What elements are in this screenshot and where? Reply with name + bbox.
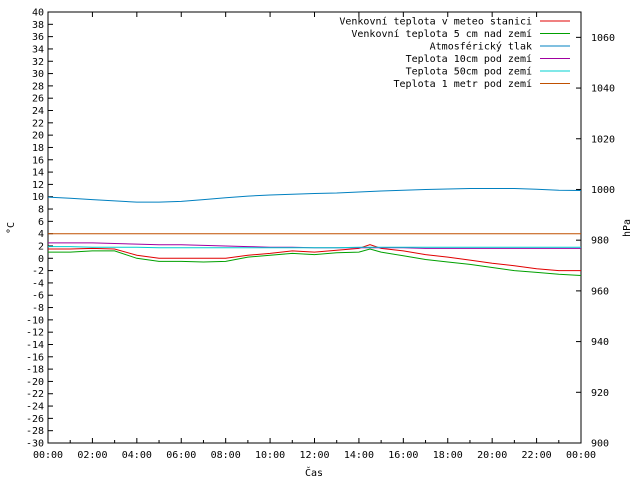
y-left-tick-label: -18 [26, 365, 44, 376]
legend: Venkovní teplota v meteo staniciVenkovní… [339, 16, 570, 90]
y-right-tick-label: 1040 [591, 84, 615, 95]
x-tick-label: 22:00 [522, 450, 552, 461]
y-left-tick-label: 28 [32, 81, 44, 92]
x-tick-label: 18:00 [433, 450, 463, 461]
y-left-tick-label: -30 [26, 439, 44, 450]
series-line-4 [48, 246, 581, 249]
y-left-tick-label: -8 [32, 303, 44, 314]
y-left-tick-label: 30 [32, 69, 44, 80]
y-right-tick-label: 960 [591, 286, 609, 297]
y-left-tick-label: -10 [26, 315, 44, 326]
series-group [47, 188, 582, 276]
y-axis-right-label: hPa [622, 219, 633, 237]
x-tick-label: 10:00 [255, 450, 285, 461]
y-left-tick-label: -20 [26, 377, 44, 388]
y-left-tick-label: 22 [32, 118, 44, 129]
y-right-tick-label: 900 [591, 439, 609, 450]
x-tick-label: 12:00 [299, 450, 329, 461]
y-left-tick-label: 32 [32, 57, 44, 68]
y-right-tick-label: 940 [591, 337, 609, 348]
y-left-tick-label: 26 [32, 94, 44, 105]
ticks: 4038363432302826242220181614121086420-2-… [26, 8, 615, 462]
y-left-tick-label: 6 [38, 217, 44, 228]
x-tick-label: 00:00 [566, 450, 596, 461]
y-right-tick-label: 1000 [591, 185, 615, 196]
y-right-tick-label: 1020 [591, 134, 615, 145]
x-tick-label: 14:00 [344, 450, 374, 461]
series-line-0 [48, 244, 581, 272]
x-tick-label: 04:00 [122, 450, 152, 461]
legend-label-0: Venkovní teplota v meteo stanici [339, 16, 532, 28]
y-left-tick-label: -6 [32, 291, 44, 302]
y-left-tick-label: 18 [32, 143, 44, 154]
x-axis-label: Čas [305, 466, 323, 479]
y-left-tick-label: 2 [38, 241, 44, 252]
y-left-tick-label: -26 [26, 414, 44, 425]
y-left-tick-label: 20 [32, 131, 44, 142]
x-tick-label: 08:00 [211, 450, 241, 461]
y-left-tick-label: -22 [26, 389, 44, 400]
y-right-tick-label: 1060 [591, 33, 615, 44]
y-left-tick-label: 36 [32, 32, 44, 43]
x-tick-label: 06:00 [166, 450, 196, 461]
y-left-tick-label: 8 [38, 205, 44, 216]
y-left-tick-label: 38 [32, 20, 44, 31]
y-left-tick-label: -28 [26, 426, 44, 437]
y-left-tick-label: -4 [32, 278, 44, 289]
legend-label-4: Teplota 50cm pod zemí [406, 66, 532, 78]
legend-label-3: Teplota 10cm pod zemí [406, 53, 532, 65]
y-axis-left-label: °C [6, 222, 17, 234]
y-left-tick-label: -16 [26, 352, 44, 363]
y-left-tick-label: 12 [32, 180, 44, 191]
y-left-tick-label: -14 [26, 340, 44, 351]
y-left-tick-label: 40 [32, 8, 44, 19]
y-left-tick-label: 16 [32, 155, 44, 166]
y-left-tick-label: 24 [32, 106, 44, 117]
legend-label-1: Venkovní teplota 5 cm nad zemí [351, 28, 532, 40]
y-left-tick-label: 10 [32, 192, 44, 203]
legend-label-2: Atmosférický tlak [430, 41, 532, 53]
series-line-1 [48, 248, 582, 276]
x-tick-label: 00:00 [33, 450, 63, 461]
y-left-tick-label: 14 [32, 168, 44, 179]
series-line-2 [47, 188, 582, 203]
y-right-tick-label: 980 [591, 236, 609, 247]
x-tick-label: 02:00 [77, 450, 107, 461]
y-left-tick-label: 4 [38, 229, 44, 240]
y-left-tick-label: -12 [26, 328, 44, 339]
y-left-tick-label: 0 [38, 254, 44, 265]
y-left-tick-label: -2 [32, 266, 44, 277]
y-left-tick-label: 34 [32, 44, 44, 55]
x-tick-label: 20:00 [477, 450, 507, 461]
y-right-tick-label: 920 [591, 388, 609, 399]
legend-label-5: Teplota 1 metr pod zemí [394, 78, 532, 90]
y-left-tick-label: -24 [26, 402, 44, 413]
x-tick-label: 16:00 [388, 450, 418, 461]
